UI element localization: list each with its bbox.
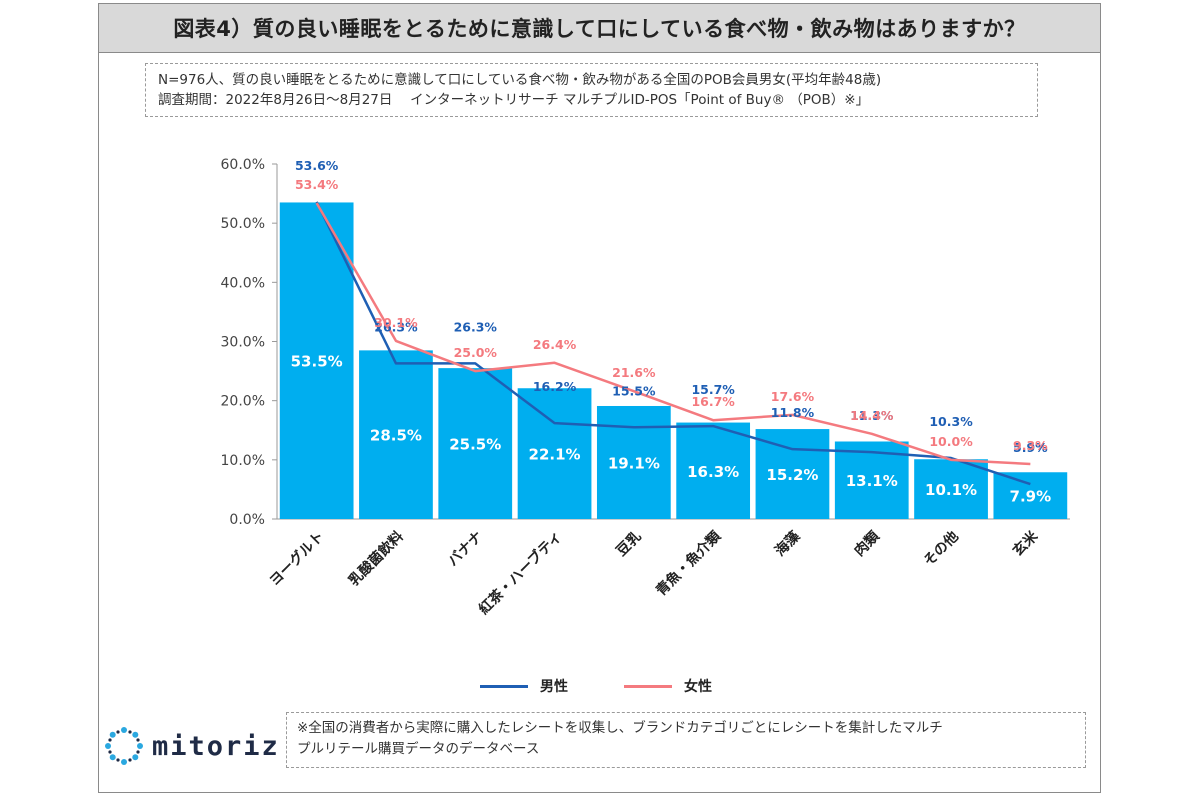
bar: [359, 350, 433, 519]
female-series-line: [315, 202, 1031, 466]
bar-value-label: 53.5%: [291, 353, 343, 371]
female-value-label: 14.4%: [850, 408, 894, 423]
footnote-line-1: ※全国の消費者から実際に購入したレシートを収集し、ブランドカテゴリごとにレシート…: [297, 720, 943, 736]
male-value-label: 15.7%: [691, 382, 735, 397]
footnote-line-2: プルリテール購買データのデータベース: [297, 741, 540, 757]
male-value-label: 10.3%: [929, 414, 973, 429]
bar-value-label: 13.1%: [846, 472, 898, 490]
y-tick-label: 10.0%: [221, 453, 265, 469]
survey-source-box: N=976人、質の良い睡眠をとるために意識して口にしている食べ物・飲み物がある全…: [145, 63, 1038, 117]
male-value-label: 11.8%: [771, 405, 815, 420]
x-tick-label: ヨーグルト: [266, 528, 328, 590]
y-tick-label: 50.0%: [221, 216, 265, 232]
male-value-label: 16.2%: [533, 379, 577, 394]
bar-value-label: 7.9%: [1010, 488, 1052, 506]
y-tick-label: 30.0%: [221, 335, 265, 351]
bar: [993, 472, 1068, 519]
y-tick-label: 20.0%: [221, 394, 265, 410]
bar-value-label: 16.3%: [687, 463, 739, 481]
source-line-1: N=976人、質の良い睡眠をとるために意識して口にしている食べ物・飲み物がある全…: [158, 72, 882, 88]
x-tick-label: 青魚・魚介類: [653, 527, 725, 599]
legend-item-female: 女性: [624, 676, 712, 696]
legend-swatch-female: [624, 684, 672, 688]
male-value-label: 53.6%: [295, 158, 339, 173]
bar: [517, 388, 592, 519]
bar: [755, 429, 830, 519]
male-value-label: 26.3%: [374, 319, 418, 334]
female-value-label: 25.0%: [454, 345, 498, 360]
source-line-2: 調査期間：2022年8月26日～8月27日 インターネットリサーチ マルチプルI…: [158, 92, 870, 108]
female-value-label: 26.4%: [533, 337, 577, 352]
bar: [914, 459, 988, 519]
footnote-box: ※全国の消費者から実際に購入したレシートを収集し、ブランドカテゴリごとにレシート…: [286, 712, 1086, 768]
bar: [676, 422, 751, 519]
bar-value-label: 28.5%: [370, 427, 422, 445]
x-tick-label: バナナ: [445, 529, 486, 570]
y-tick-label: 60.0%: [221, 157, 265, 173]
female-value-label: 16.7%: [691, 394, 735, 409]
bar: [279, 202, 354, 520]
chart-legend: 男性 女性: [480, 676, 712, 696]
female-value-label: 9.3%: [1013, 438, 1048, 453]
bar-value-label: 10.1%: [925, 481, 977, 499]
x-tick-label: 豆乳: [613, 528, 645, 560]
y-tick-label: 40.0%: [221, 275, 265, 291]
male-value-label: 26.3%: [454, 319, 498, 334]
legend-swatch-male: [480, 684, 528, 688]
male-series-line: [315, 201, 1031, 486]
legend-label-female: 女性: [684, 679, 712, 695]
female-value-label: 53.4%: [295, 177, 339, 192]
female-value-label: 30.1%: [374, 315, 418, 330]
mitoriz-logo: mitoriz: [104, 726, 280, 766]
x-tick-label: 紅茶・ハーブティ: [475, 528, 565, 618]
bar-value-label: 15.2%: [766, 466, 818, 484]
male-value-label: 15.5%: [612, 383, 656, 398]
bar-value-label: 19.1%: [608, 454, 660, 472]
bar: [438, 368, 513, 519]
legend-label-male: 男性: [540, 679, 568, 695]
legend-item-male: 男性: [480, 676, 568, 696]
bar-value-label: 22.1%: [529, 446, 581, 464]
x-tick-label: その他: [920, 528, 962, 570]
x-tick-label: 肉類: [851, 527, 884, 560]
bar-value-label: 25.5%: [449, 436, 501, 454]
x-tick-label: 乳酸菌飲料: [345, 528, 407, 590]
female-value-label: 17.6%: [771, 389, 815, 404]
female-value-label: 10.0%: [929, 434, 973, 449]
x-tick-label: 玄米: [1009, 527, 1042, 560]
figure-title: 図表4）質の良い睡眠をとるために意識して口にしている食べ物・飲み物はありますか？: [98, 3, 1101, 53]
male-value-label: 5.9%: [1013, 440, 1048, 455]
male-value-label: 11.3%: [850, 408, 894, 423]
sparkle-ring-icon: [105, 727, 143, 765]
x-tick-label: 海藻: [771, 527, 804, 560]
female-value-label: 21.6%: [612, 365, 656, 380]
logo-text: mitoriz: [152, 730, 280, 762]
y-tick-label: 0.0%: [229, 512, 265, 528]
